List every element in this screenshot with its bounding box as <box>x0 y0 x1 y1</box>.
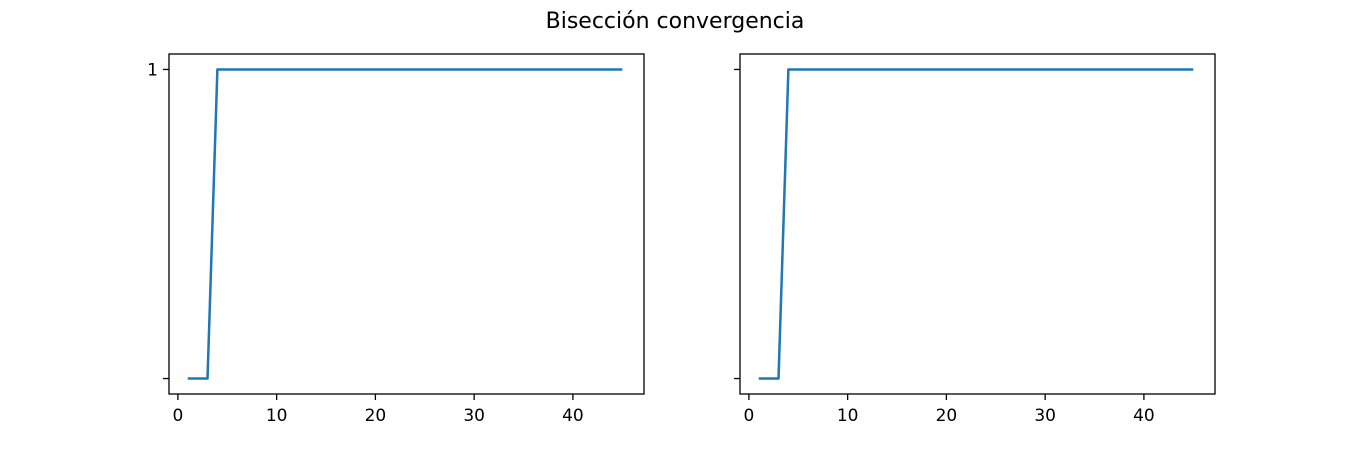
x-tick-label: 30 <box>1034 406 1056 426</box>
x-tick-label: 0 <box>172 406 183 426</box>
x-tick-label: 10 <box>266 406 288 426</box>
x-tick-label: 20 <box>365 406 387 426</box>
series-line <box>758 68 1194 380</box>
subplot-1: 0 10 20 30 40 1 <box>147 53 645 426</box>
x-tick-label: 40 <box>562 406 584 426</box>
x-tick-label: 10 <box>837 406 859 426</box>
x-tick-label: 20 <box>936 406 958 426</box>
axes-frame <box>739 53 1216 395</box>
series-line <box>187 68 623 380</box>
x-tick-label: 30 <box>463 406 485 426</box>
x-tick-label: 40 <box>1133 406 1155 426</box>
axes-frame <box>168 53 645 395</box>
y-tick-label: 1 <box>147 60 158 80</box>
subplot-2: 0 10 20 30 40 <box>734 53 1216 426</box>
x-tick-label: 0 <box>743 406 754 426</box>
figure-title: Bisección convergencia <box>546 9 805 34</box>
